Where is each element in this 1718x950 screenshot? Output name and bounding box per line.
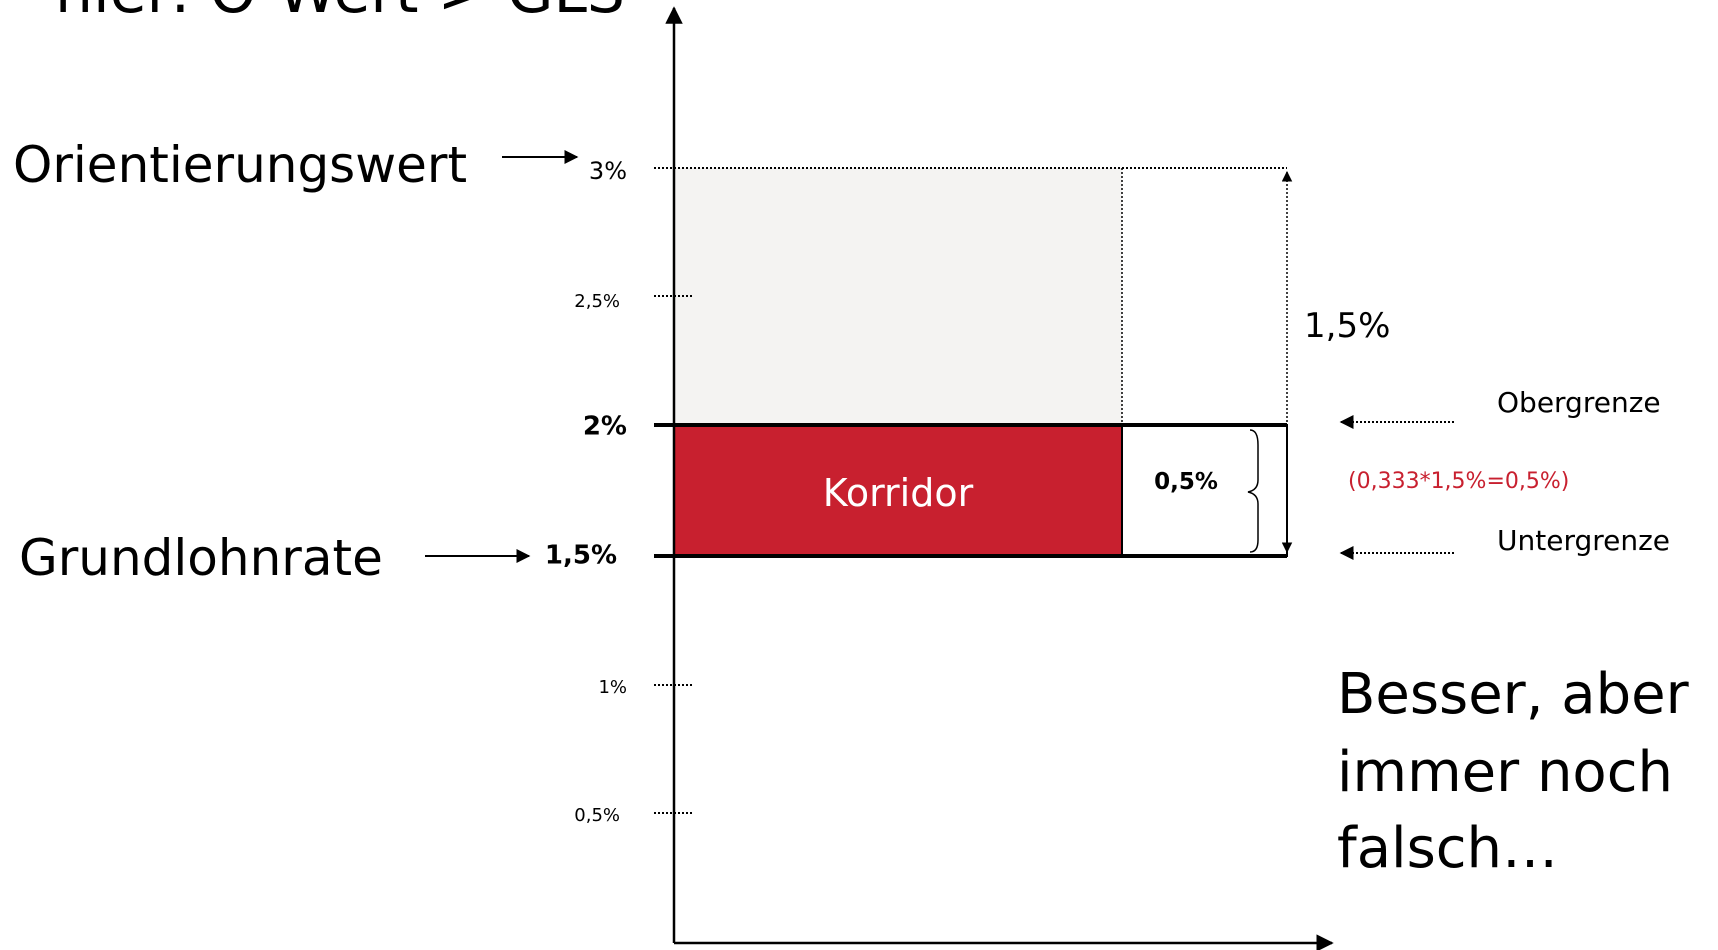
obergrenze-label: Obergrenze	[1497, 386, 1661, 419]
korridor-label: Korridor	[823, 471, 974, 515]
tick-label: 2,5%	[574, 291, 620, 312]
comment-line: immer noch	[1337, 740, 1673, 805]
width-label: 0,5%	[1154, 469, 1218, 495]
brace	[1247, 429, 1259, 553]
span-label: 1,5%	[1304, 306, 1390, 346]
tick-label: 2%	[583, 412, 627, 442]
untergrenze-label: Untergrenze	[1497, 524, 1670, 557]
comment-line: falsch…	[1337, 816, 1558, 881]
tick-label: 1%	[598, 677, 627, 698]
title: hier: O-Wert > GLS	[55, 0, 625, 27]
korridor-box	[674, 425, 1122, 556]
formula: (0,333*1,5%=0,5%)	[1348, 469, 1569, 494]
grundlohnrate-label: Grundlohnrate	[19, 529, 383, 587]
gap-area	[674, 168, 1122, 425]
tick-label: 1,5%	[545, 541, 617, 571]
comment-line: Besser, aber	[1337, 662, 1690, 727]
tick-label: 0,5%	[574, 805, 620, 826]
tick-label: 3%	[589, 157, 627, 185]
width-box	[1121, 424, 1288, 557]
orientierungswert-label: Orientierungswert	[13, 136, 467, 194]
